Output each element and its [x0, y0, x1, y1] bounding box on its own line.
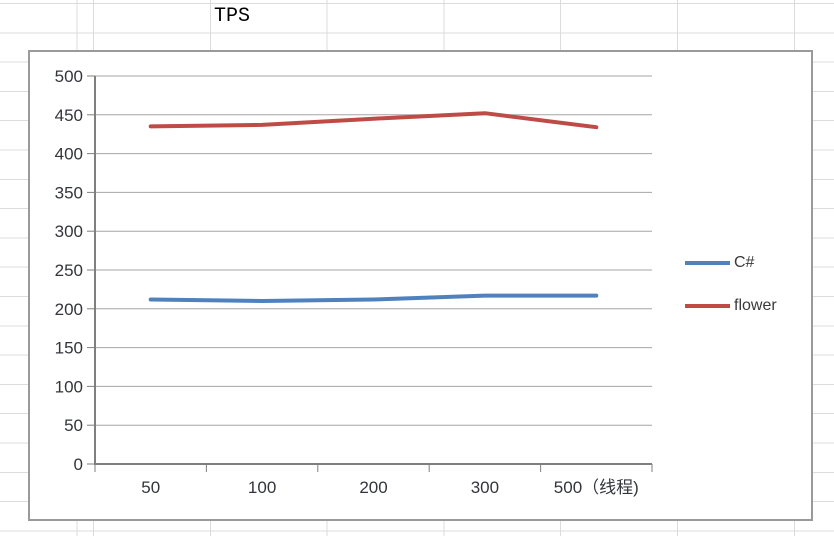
- legend-item-C#[interactable]: C#: [685, 253, 777, 273]
- x-axis-tick-label: 100: [248, 478, 276, 497]
- chart-legend: C# flower: [685, 253, 777, 316]
- y-axis-tick-label: 450: [55, 106, 83, 125]
- y-axis-tick-label: 200: [55, 300, 83, 319]
- legend-swatch-line: [685, 261, 730, 265]
- legend-swatch-line: [685, 304, 730, 308]
- series-line-C#[interactable]: [148, 293, 599, 303]
- legend-item-flower[interactable]: flower: [685, 296, 777, 316]
- y-axis-tick-label: 400: [55, 145, 83, 164]
- legend-label: flower: [734, 297, 777, 314]
- chart-title-cell[interactable]: TPS: [214, 5, 251, 28]
- y-axis-tick-label: 350: [55, 183, 83, 202]
- tps-line-chart[interactable]: 0 50 100 150 200 250 300 350 400 450 500 50 100 200 30…: [28, 50, 813, 521]
- y-axis-tick-label: 100: [55, 377, 83, 396]
- y-axis-tick-label: 250: [55, 261, 83, 280]
- y-axis-tick-label: 0: [74, 455, 83, 474]
- y-axis-tick-label: 150: [55, 339, 83, 358]
- y-axis-tick-label: 500: [55, 67, 83, 86]
- y-axis-tick-label: 300: [55, 222, 83, 241]
- x-axis-tick-label: 500（线程): [554, 478, 639, 497]
- x-axis-tick-label: 200: [359, 478, 387, 497]
- x-axis-tick-label: 300: [471, 478, 499, 497]
- y-axis-tick-label: 50: [64, 416, 83, 435]
- x-axis-tick-label: 50: [141, 478, 160, 497]
- series-line-flower[interactable]: [148, 111, 599, 130]
- legend-label: C#: [734, 254, 755, 271]
- plot-area: 0 50 100 150 200 250 300 350 400 450 500 50 100 200 30…: [55, 67, 653, 497]
